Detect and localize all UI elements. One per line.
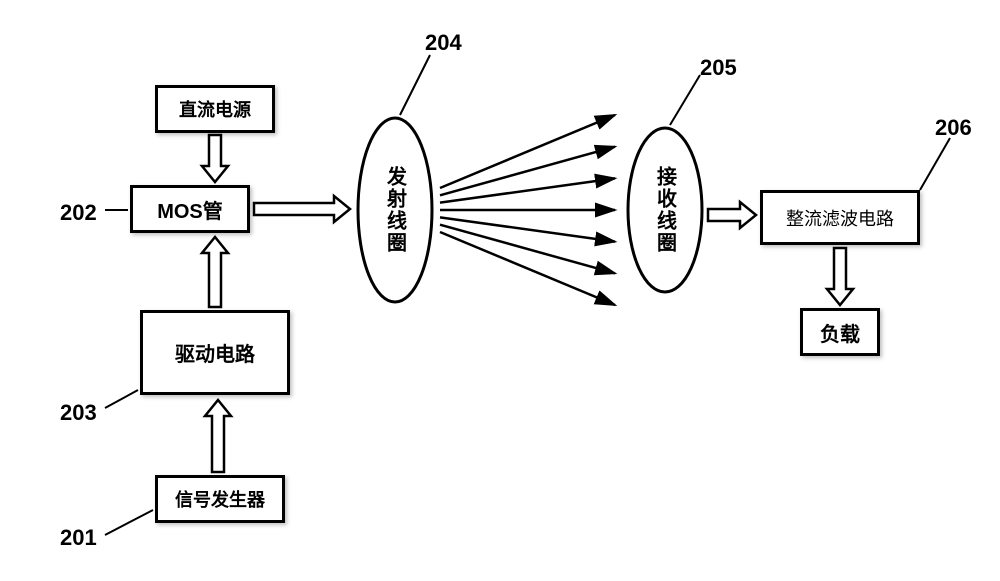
box-dc-power: 直流电源 — [155, 85, 275, 133]
block-arrow-dc-to-mos — [202, 135, 228, 182]
ellipse-rx-text: 接收线圈 — [651, 166, 680, 254]
box-mos: MOS管 — [130, 185, 250, 233]
radiation-arrow-1 — [440, 147, 615, 196]
box-driver: 驱动电路 — [140, 310, 290, 395]
block-arrow-rect-to-load — [827, 248, 853, 305]
arrows-overlay — [0, 0, 1000, 581]
ellipse-rx-coil: 接收线圈 — [625, 125, 705, 295]
label-203: 203 — [60, 400, 97, 426]
lead-206 — [920, 138, 950, 190]
lead-204 — [400, 55, 430, 115]
box-signal-gen: 信号发生器 — [155, 475, 285, 523]
radiation-arrow-2 — [440, 178, 615, 202]
radiation-arrow-6 — [440, 232, 615, 305]
label-206: 206 — [935, 115, 972, 141]
ellipse-tx-coil: 发射线圈 — [355, 115, 435, 305]
box-signal-gen-text: 信号发生器 — [175, 486, 265, 512]
ellipse-tx-text: 发射线圈 — [381, 166, 410, 254]
label-201: 201 — [60, 525, 97, 551]
lead-205 — [670, 75, 700, 125]
box-mos-text: MOS管 — [157, 195, 223, 224]
box-load-text: 负载 — [820, 318, 860, 347]
radiation-arrow-0 — [440, 115, 615, 188]
block-arrow-siggen-to-driver — [205, 400, 231, 472]
box-driver-text: 驱动电路 — [175, 338, 255, 367]
label-205: 205 — [700, 55, 737, 81]
block-arrow-rx-to-rect — [708, 202, 756, 228]
label-204: 204 — [425, 30, 462, 56]
lead-203 — [105, 390, 138, 408]
block-arrow-driver-to-mos — [202, 237, 228, 307]
radiation-arrow-5 — [440, 225, 615, 274]
block-arrows — [202, 135, 853, 472]
box-load: 负载 — [800, 308, 880, 356]
block-arrow-mos-to-tx — [254, 196, 350, 222]
box-rect-filter: 整流滤波电路 — [760, 190, 920, 245]
lead-201 — [105, 510, 153, 535]
box-rect-filter-text: 整流滤波电路 — [786, 205, 894, 231]
label-202: 202 — [60, 200, 97, 226]
box-dc-power-text: 直流电源 — [179, 96, 251, 122]
radiation-arrow-4 — [440, 217, 615, 241]
radiation-arrows — [440, 115, 615, 305]
